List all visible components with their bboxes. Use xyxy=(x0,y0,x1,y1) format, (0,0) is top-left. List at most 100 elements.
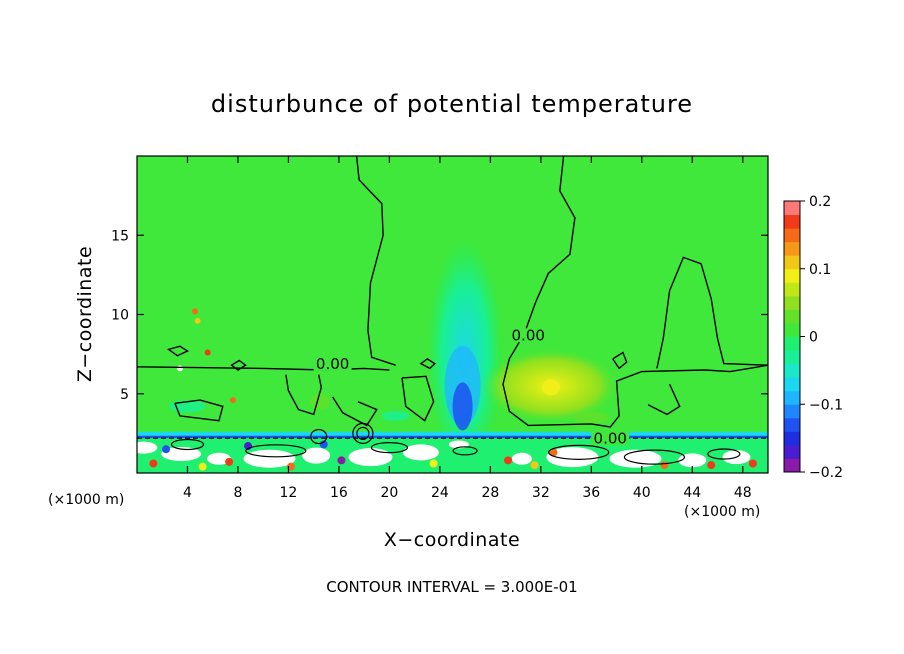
x-tick-label: 8 xyxy=(233,485,242,501)
contour-line xyxy=(310,428,328,445)
x-tick-label: 16 xyxy=(330,485,348,501)
contour-line xyxy=(245,444,307,458)
surface-patch xyxy=(678,453,707,468)
contour-line xyxy=(356,426,370,440)
contour-line xyxy=(355,156,396,366)
surface-streak xyxy=(748,459,757,468)
contour-line xyxy=(623,449,686,465)
colorbar-swatch xyxy=(784,336,800,351)
x-unit-left: (×1000 m) xyxy=(48,492,124,508)
isolated-spot xyxy=(229,397,236,404)
colorbar-swatch xyxy=(784,214,800,229)
x-tick-label: 4 xyxy=(183,485,192,501)
contour-line xyxy=(612,351,628,370)
surface-streak xyxy=(504,456,513,465)
field-blob xyxy=(309,393,330,410)
surface-streak xyxy=(429,459,438,468)
colorbar-swatch xyxy=(784,350,800,365)
colorbar-swatch xyxy=(784,268,800,283)
surface-patch xyxy=(511,452,532,465)
y-axis: 5 10 15 xyxy=(111,228,768,403)
x-tick-label: 20 xyxy=(380,485,398,501)
colorbar: 0.2 0.1 0 −0.1 −0.2 xyxy=(783,194,843,481)
cold-core xyxy=(452,382,473,431)
colorbar-swatch xyxy=(784,282,800,297)
isolated-spot xyxy=(204,349,211,356)
x-tick-label: 48 xyxy=(734,485,752,501)
contour-line xyxy=(230,359,247,371)
surface-streak xyxy=(549,448,558,457)
contour-label-bg xyxy=(509,328,548,343)
x-tick-label: 24 xyxy=(431,485,449,501)
colorbar-swatch xyxy=(784,228,800,243)
x-tick-label: 40 xyxy=(633,485,651,501)
chart-title: disturbunce of potential temperature xyxy=(211,90,693,118)
contour-label-bg xyxy=(313,356,352,371)
colorbar-swatch xyxy=(784,309,800,324)
contour-line xyxy=(502,156,768,428)
colorbar-swatch xyxy=(784,322,800,337)
colorbar-swatch xyxy=(784,417,800,432)
surface-patch xyxy=(161,446,202,461)
contour-line xyxy=(548,444,610,460)
surface-streak xyxy=(225,457,234,466)
y-tick-label: 10 xyxy=(111,308,129,324)
colorbar-swatch xyxy=(784,295,800,310)
colorbar-swatch xyxy=(784,377,800,392)
surface-streak xyxy=(660,461,669,470)
surface-patch xyxy=(137,441,158,454)
colorbar-swatch xyxy=(784,363,800,378)
colorbar-tick-label: −0.2 xyxy=(809,465,843,481)
contour-line xyxy=(174,399,224,422)
colorbar-swatch xyxy=(784,431,800,446)
colorbar-tick-label: 0.1 xyxy=(809,262,831,278)
contour-label-bg xyxy=(591,431,630,446)
contour-line xyxy=(352,422,374,444)
contour-line xyxy=(419,358,436,370)
surface-patch xyxy=(402,444,439,461)
colorbar-swatch xyxy=(784,444,800,459)
contour-line xyxy=(170,438,205,451)
surface-patch xyxy=(302,447,331,464)
isolated-spot xyxy=(192,308,199,315)
contour-line xyxy=(452,446,478,456)
plot-area: 0.00 0.00 0.00 xyxy=(137,156,768,473)
contour-label: 0.00 xyxy=(594,429,627,447)
colorbar-swatch xyxy=(784,201,800,216)
contour-line xyxy=(647,383,681,416)
warm-core xyxy=(541,379,560,396)
contour-interval: CONTOUR INTERVAL = 3.000E-01 xyxy=(326,578,577,596)
x-tick-label: 28 xyxy=(481,485,499,501)
y-tick-label: 15 xyxy=(111,228,129,244)
contour-line xyxy=(332,396,378,427)
surface-streak xyxy=(162,445,171,454)
contour-label: 0.00 xyxy=(316,355,349,373)
x-tick-label: 36 xyxy=(582,485,600,501)
contour-line xyxy=(167,345,189,357)
field-blob xyxy=(573,411,610,424)
contour-line xyxy=(707,448,741,460)
y-tick-label: 5 xyxy=(120,387,129,403)
surface-patch xyxy=(609,449,662,468)
surface-cyan-band xyxy=(137,431,768,439)
y-axis-label: Z−coordinate xyxy=(74,246,96,382)
colorbar-swatch xyxy=(784,404,800,419)
x-tick-label: 32 xyxy=(532,485,550,501)
contour-label: 0.00 xyxy=(512,326,545,344)
surface-patch xyxy=(546,447,599,468)
surface-streak xyxy=(707,461,716,470)
colorbar-tick-label: −0.1 xyxy=(809,397,843,413)
colorbar-tick-label: 0 xyxy=(809,330,818,346)
contour-line xyxy=(285,374,323,416)
colorbar-swatch xyxy=(784,255,800,270)
x-tick-label: 44 xyxy=(683,485,701,501)
isolated-spot xyxy=(194,317,201,324)
isolated-spot xyxy=(176,365,183,372)
surface-patch xyxy=(348,448,393,467)
contour-line xyxy=(401,375,435,422)
colorbar-swatch xyxy=(784,458,800,473)
x-axis-label: X−coordinate xyxy=(384,529,520,551)
surface-streak xyxy=(198,462,207,471)
x-tick-label: 12 xyxy=(280,485,298,501)
